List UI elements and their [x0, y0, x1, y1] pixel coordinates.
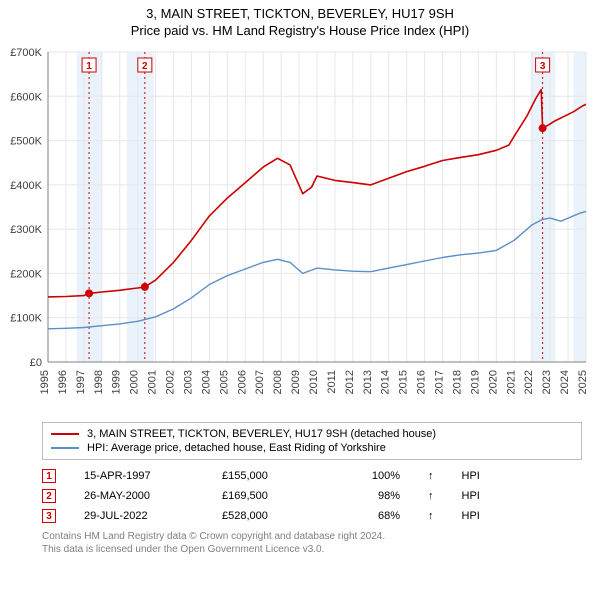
- svg-text:£600K: £600K: [10, 91, 42, 103]
- svg-text:1998: 1998: [93, 370, 105, 394]
- transaction-pct: 98%: [340, 490, 400, 502]
- svg-text:2003: 2003: [182, 370, 194, 394]
- plot-area: £0 £100K £200K £300K £400K £500K £600K £700K 199…: [0, 46, 600, 416]
- svg-text:£200K: £200K: [10, 268, 42, 280]
- transaction-price: £155,000: [222, 470, 312, 482]
- svg-text:2014: 2014: [380, 370, 392, 394]
- svg-text:£300K: £300K: [10, 224, 42, 236]
- svg-text:2017: 2017: [434, 370, 446, 394]
- up-arrow-icon: ↑: [428, 510, 434, 522]
- transaction-row: 2 26-MAY-2000 £169,500 98% ↑ HPI: [42, 486, 582, 506]
- legend-label-hpi: HPI: Average price, detached house, East…: [87, 442, 386, 454]
- svg-text:£0: £0: [30, 357, 42, 369]
- transaction-date: 15-APR-1997: [84, 470, 194, 482]
- transaction-marker: 2: [42, 489, 56, 503]
- footer: Contains HM Land Registry data © Crown c…: [42, 530, 582, 556]
- footer-line-1: Contains HM Land Registry data © Crown c…: [42, 530, 582, 543]
- svg-text:1995: 1995: [39, 370, 51, 394]
- transaction-pct: 68%: [340, 510, 400, 522]
- svg-text:1999: 1999: [111, 370, 123, 394]
- transaction-price: £169,500: [222, 490, 312, 502]
- svg-text:2018: 2018: [451, 370, 463, 394]
- legend: 3, MAIN STREET, TICKTON, BEVERLEY, HU17 …: [42, 422, 582, 460]
- legend-swatch-property: [51, 433, 79, 435]
- transaction-marker: 3: [42, 509, 56, 523]
- svg-text:2008: 2008: [272, 370, 284, 394]
- svg-text:2015: 2015: [398, 370, 410, 394]
- svg-text:£400K: £400K: [10, 180, 42, 192]
- up-arrow-icon: ↑: [428, 490, 434, 502]
- transaction-pct: 100%: [340, 470, 400, 482]
- svg-text:2019: 2019: [469, 370, 481, 394]
- svg-text:2024: 2024: [559, 370, 571, 394]
- chart-title: 3, MAIN STREET, TICKTON, BEVERLEY, HU17 …: [0, 6, 600, 21]
- svg-text:2022: 2022: [523, 370, 535, 394]
- svg-text:2004: 2004: [200, 370, 212, 394]
- svg-text:2013: 2013: [362, 370, 374, 394]
- legend-swatch-hpi: [51, 447, 79, 449]
- up-arrow-icon: ↑: [428, 470, 434, 482]
- svg-text:2023: 2023: [541, 370, 553, 394]
- svg-text:2020: 2020: [487, 370, 499, 394]
- svg-text:2025: 2025: [577, 370, 589, 394]
- svg-text:1997: 1997: [75, 370, 87, 394]
- svg-text:2016: 2016: [416, 370, 428, 394]
- transaction-price: £528,000: [222, 510, 312, 522]
- transaction-date: 29-JUL-2022: [84, 510, 194, 522]
- svg-text:2006: 2006: [236, 370, 248, 394]
- transaction-marker: 1: [42, 469, 56, 483]
- chart-container: 3, MAIN STREET, TICKTON, BEVERLEY, HU17 …: [0, 6, 600, 556]
- transactions-table: 1 15-APR-1997 £155,000 100% ↑ HPI 2 26-MAY-2000…: [42, 466, 582, 526]
- svg-text:2009: 2009: [290, 370, 302, 394]
- transaction-hpi-label: HPI: [462, 490, 502, 502]
- legend-item-hpi: HPI: Average price, detached house, East…: [51, 441, 573, 455]
- svg-text:2000: 2000: [129, 370, 141, 394]
- svg-text:£700K: £700K: [10, 47, 42, 59]
- svg-text:£500K: £500K: [10, 136, 42, 148]
- svg-text:2021: 2021: [505, 370, 517, 394]
- transaction-row: 3 29-JUL-2022 £528,000 68% ↑ HPI: [42, 506, 582, 526]
- svg-text:2012: 2012: [344, 370, 356, 394]
- svg-text:2005: 2005: [218, 370, 230, 394]
- svg-text:2001: 2001: [147, 370, 159, 394]
- footer-line-2: This data is licensed under the Open Gov…: [42, 543, 582, 556]
- svg-text:2011: 2011: [326, 370, 338, 394]
- transaction-date: 26-MAY-2000: [84, 490, 194, 502]
- transaction-hpi-label: HPI: [462, 470, 502, 482]
- svg-text:2002: 2002: [165, 370, 177, 394]
- transaction-row: 1 15-APR-1997 £155,000 100% ↑ HPI: [42, 466, 582, 486]
- svg-text:1996: 1996: [57, 370, 69, 394]
- svg-text:1: 1: [86, 61, 92, 72]
- svg-text:2: 2: [142, 61, 148, 72]
- svg-text:£100K: £100K: [10, 313, 42, 325]
- chart-subtitle: Price paid vs. HM Land Registry's House …: [0, 23, 600, 38]
- plot-svg: £0 £100K £200K £300K £400K £500K £600K £700K 199…: [0, 46, 600, 416]
- svg-text:2010: 2010: [308, 370, 320, 394]
- transaction-hpi-label: HPI: [462, 510, 502, 522]
- svg-text:3: 3: [540, 61, 546, 72]
- legend-label-property: 3, MAIN STREET, TICKTON, BEVERLEY, HU17 …: [87, 428, 436, 440]
- legend-item-property: 3, MAIN STREET, TICKTON, BEVERLEY, HU17 …: [51, 427, 573, 441]
- svg-text:2007: 2007: [254, 370, 266, 394]
